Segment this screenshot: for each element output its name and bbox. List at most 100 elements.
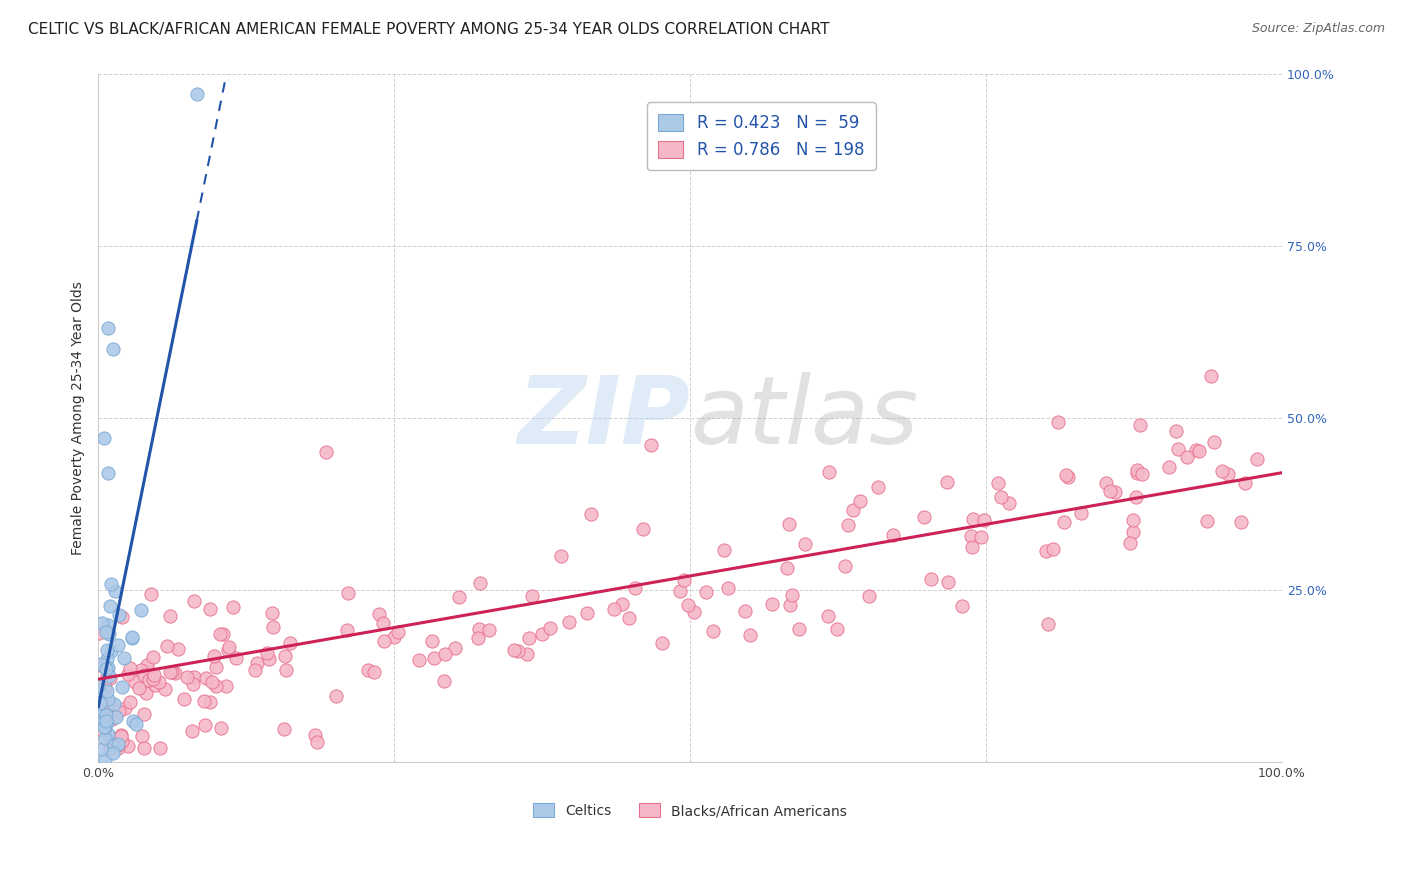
Point: [87, 679, 110, 693]
Point: [506, 643, 529, 657]
Point: [579, 507, 602, 521]
Point: [1054, 467, 1077, 482]
Point: [973, 513, 995, 527]
Point: [262, 620, 284, 634]
Point: [97, 669, 120, 683]
Point: [94, 775, 117, 789]
Point: [912, 509, 935, 524]
Point: [153, 681, 176, 696]
Point: [1164, 425, 1187, 439]
Point: [117, 667, 139, 681]
Point: [96, 683, 118, 698]
Point: [97, 466, 120, 480]
Point: [218, 640, 240, 655]
Point: [163, 665, 186, 680]
Point: [111, 734, 134, 748]
Point: [200, 602, 222, 616]
Point: [478, 623, 501, 637]
Point: [357, 663, 380, 677]
Point: [107, 741, 129, 756]
Point: [936, 575, 959, 590]
Point: [176, 670, 198, 684]
Point: [98, 599, 121, 613]
Text: atlas: atlas: [690, 372, 918, 463]
Point: [100, 741, 122, 756]
Point: [96, 643, 118, 657]
Point: [117, 739, 139, 753]
Point: [243, 663, 266, 677]
Point: [97, 661, 120, 675]
Point: [200, 695, 222, 709]
Point: [202, 648, 225, 663]
Point: [135, 686, 157, 700]
Point: [212, 627, 235, 641]
Point: [217, 642, 239, 657]
Point: [550, 549, 572, 563]
Point: [101, 746, 124, 760]
Point: [225, 651, 247, 665]
Point: [633, 522, 655, 536]
Point: [131, 729, 153, 743]
Point: [107, 638, 129, 652]
Point: [87, 626, 110, 640]
Point: [100, 643, 122, 657]
Point: [1098, 483, 1121, 498]
Point: [950, 599, 973, 613]
Point: [160, 665, 183, 680]
Point: [97, 627, 120, 641]
Point: [538, 622, 561, 636]
Point: [110, 728, 132, 742]
Point: [97, 321, 120, 335]
Point: [734, 604, 756, 618]
Point: [256, 646, 278, 660]
Point: [138, 665, 160, 680]
Point: [1167, 442, 1189, 457]
Point: [522, 590, 544, 604]
Point: [260, 607, 283, 621]
Point: [90, 615, 112, 630]
Point: [935, 475, 957, 490]
Point: [159, 609, 181, 624]
Point: [94, 721, 117, 735]
Point: [93, 431, 115, 445]
Point: [141, 587, 163, 601]
Point: [868, 480, 890, 494]
Point: [305, 735, 328, 749]
Point: [114, 701, 136, 715]
Point: [110, 680, 132, 694]
Point: [651, 636, 673, 650]
Point: [204, 680, 226, 694]
Point: [738, 627, 761, 641]
Point: [423, 651, 446, 665]
Point: [278, 635, 301, 649]
Point: [371, 616, 394, 631]
Point: [94, 662, 117, 676]
Point: [433, 673, 456, 688]
Point: [97, 617, 120, 632]
Point: [782, 588, 804, 602]
Point: [1125, 490, 1147, 504]
Point: [183, 669, 205, 683]
Point: [103, 584, 125, 599]
Point: [987, 475, 1010, 490]
Point: [100, 698, 122, 712]
Point: [1126, 463, 1149, 477]
Point: [194, 718, 217, 732]
Point: [221, 599, 243, 614]
Point: [1042, 542, 1064, 557]
Point: [387, 625, 409, 640]
Point: [89, 658, 111, 673]
Point: [1234, 475, 1257, 490]
Point: [779, 598, 801, 612]
Point: [776, 561, 799, 575]
Point: [1118, 536, 1140, 550]
Point: [111, 609, 134, 624]
Point: [669, 584, 692, 599]
Point: [101, 342, 124, 356]
Point: [1046, 415, 1069, 429]
Point: [787, 622, 810, 636]
Point: [167, 641, 190, 656]
Point: [1157, 460, 1180, 475]
Point: [90, 657, 112, 672]
Point: [970, 530, 993, 544]
